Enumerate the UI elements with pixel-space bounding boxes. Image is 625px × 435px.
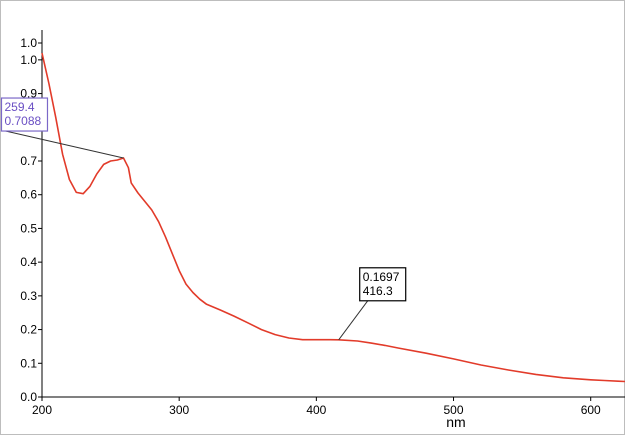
y-tick-label: 0.4 xyxy=(20,255,37,269)
x-tick-label: 400 xyxy=(306,403,326,417)
y-tick-label: 0.7 xyxy=(20,154,37,168)
x-axis-label: nm xyxy=(446,414,465,430)
annotation-leader-line xyxy=(338,300,369,341)
annotation-box xyxy=(0,97,49,132)
annotation-box xyxy=(359,267,407,302)
plot-area: 0.00.10.20.30.40.50.60.70.80.91.01.02003… xyxy=(0,30,625,417)
x-tick-label: 500 xyxy=(444,403,464,417)
y-tick-label: 0.0 xyxy=(20,390,37,404)
y-tick-label: 1.0 xyxy=(20,36,37,50)
y-tick-label: 0.1 xyxy=(20,356,37,370)
absorbance-series-line xyxy=(41,52,625,383)
y-tick-label: 1.0 xyxy=(20,53,37,67)
annotation-label: 259.4 xyxy=(4,100,34,114)
y-tick-label: 0.6 xyxy=(20,188,37,202)
x-tick-label: 300 xyxy=(169,403,189,417)
annotation-label: 416.3 xyxy=(363,284,393,298)
annotation-label: 0.7088 xyxy=(4,114,41,128)
y-tick-label: 0.2 xyxy=(20,323,37,337)
y-tick-label: 0.9 xyxy=(20,87,37,101)
y-tick-label: 0.5 xyxy=(20,221,37,235)
y-tick-label: 0.3 xyxy=(20,289,37,303)
x-tick-label: 200 xyxy=(32,403,52,417)
x-tick-label: 600 xyxy=(581,403,601,417)
annotation-label: 0.1697 xyxy=(363,270,400,284)
annotation-leader-line xyxy=(5,130,124,159)
